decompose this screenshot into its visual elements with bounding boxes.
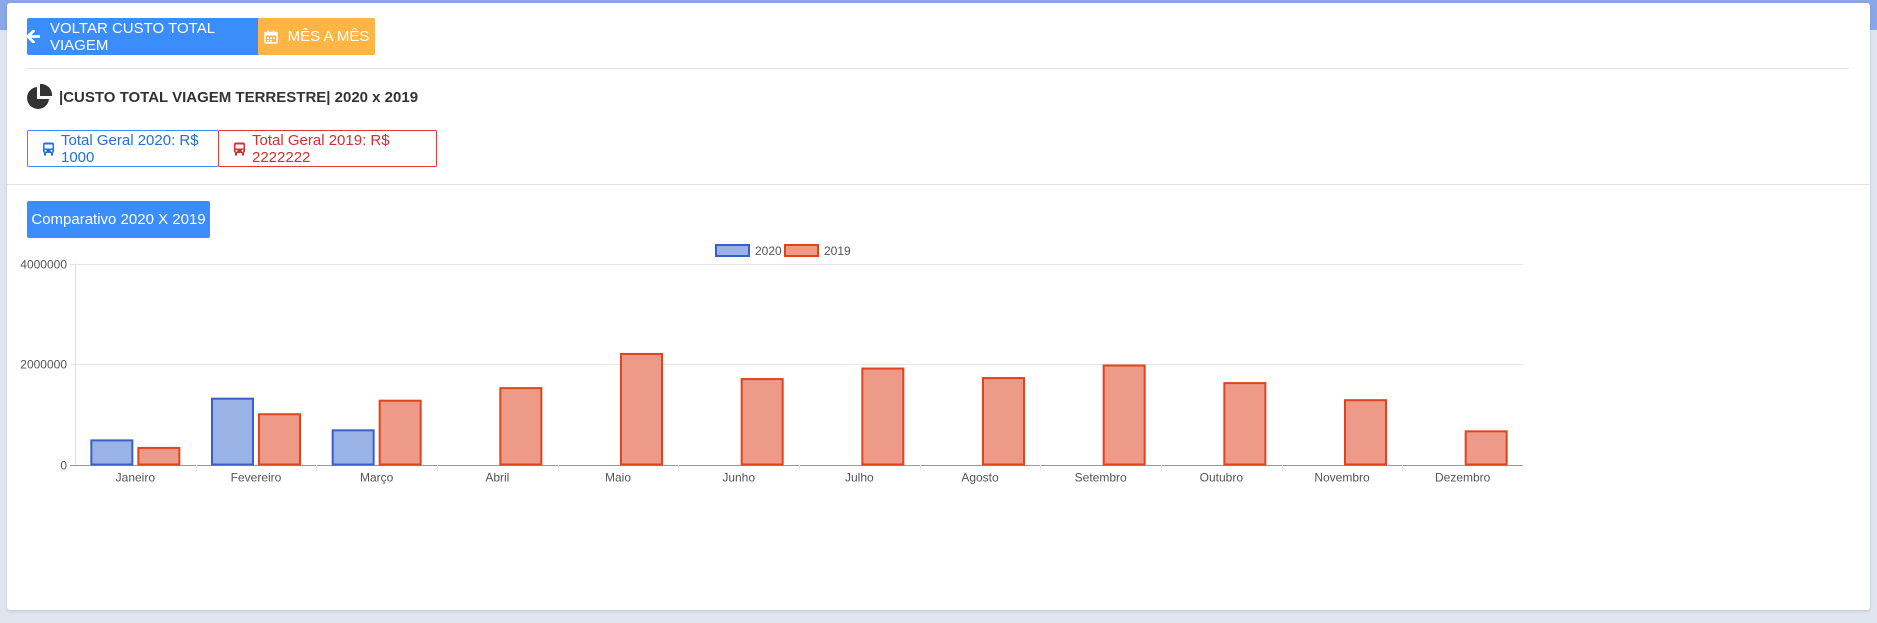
total-2019-badge: Total Geral 2019: R$ 2222222: [218, 130, 437, 167]
x-tick-label: Fevereiro: [231, 471, 282, 485]
x-tick-label: Outubro: [1200, 471, 1244, 485]
bar-chart: 0 2000000 4000000 Janeiro Fevereiro Março Abri…: [20, 244, 1523, 485]
bar-2019: [258, 413, 301, 466]
page-title: |CUSTO TOTAL VIAGEM TERRESTRE| 2020 x 20…: [59, 88, 419, 106]
bar-2020: [331, 429, 375, 466]
bar-2020: [211, 397, 254, 466]
x-tick-label: Julho: [845, 471, 874, 485]
arrow-left-icon: [27, 30, 40, 43]
x-tick-label: Janeiro: [116, 471, 156, 485]
bar-2019: [861, 367, 905, 466]
bar-2019: [1102, 364, 1146, 466]
bar-2019: [740, 378, 784, 466]
legend-swatch-2020: [715, 244, 750, 257]
comparison-button-label: Comparativo 2020 X 2019: [31, 211, 206, 228]
x-tick-label: Agosto: [961, 471, 999, 485]
month-by-month-button[interactable]: MÊS A MÊS: [258, 18, 375, 55]
x-tick-label: Setembro: [1075, 471, 1127, 485]
x-tick-label: Junho: [722, 471, 755, 485]
section-divider: [7, 184, 1870, 185]
bus-icon: [233, 142, 246, 156]
divider: [27, 68, 1849, 69]
x-tick-label: Abril: [485, 471, 509, 485]
bar-2019: [499, 387, 543, 466]
month-by-month-label: MÊS A MÊS: [287, 28, 370, 45]
x-tick-label: Março: [360, 471, 394, 485]
pie-chart-icon: [25, 83, 53, 111]
report-heading: |CUSTO TOTAL VIAGEM TERRESTRE| 2020 x 20…: [25, 83, 418, 111]
back-button[interactable]: VOLTAR CUSTO TOTAL VIAGEM: [27, 18, 260, 55]
bar-2019: [1223, 382, 1267, 466]
bar-2019: [620, 352, 663, 466]
total-2020-badge: Total Geral 2020: R$ 1000: [27, 130, 219, 167]
x-tick-label: Maio: [605, 471, 631, 485]
bar-2019: [1464, 430, 1508, 466]
bar-2019: [982, 377, 1025, 466]
calendar-icon: [263, 30, 278, 44]
bar-2020: [90, 439, 134, 466]
y-tick-label: 2000000: [20, 358, 67, 372]
bar-2019: [1344, 399, 1387, 466]
bar-2019: [137, 446, 181, 466]
total-2020-label: Total Geral 2020: R$ 1000: [61, 131, 199, 166]
back-button-label: VOLTAR CUSTO TOTAL VIAGEM: [50, 19, 215, 54]
y-tick-label: 4000000: [20, 258, 67, 272]
y-tick-label: 0: [60, 459, 67, 473]
total-2019-label: Total Geral 2019: R$ 2222222: [252, 131, 390, 166]
bus-icon: [42, 142, 55, 156]
x-tick-label: Novembro: [1314, 471, 1370, 485]
legend-swatch-2019: [784, 244, 819, 257]
bar-2019: [378, 399, 422, 466]
comparison-button[interactable]: Comparativo 2020 X 2019: [27, 201, 210, 238]
report-card: VOLTAR CUSTO TOTAL VIAGEM MÊS A MÊS: [7, 3, 1870, 610]
legend-label-2019: 2019: [824, 244, 851, 258]
x-tick-label: Dezembro: [1435, 471, 1491, 485]
legend-label-2020: 2020: [755, 244, 782, 258]
